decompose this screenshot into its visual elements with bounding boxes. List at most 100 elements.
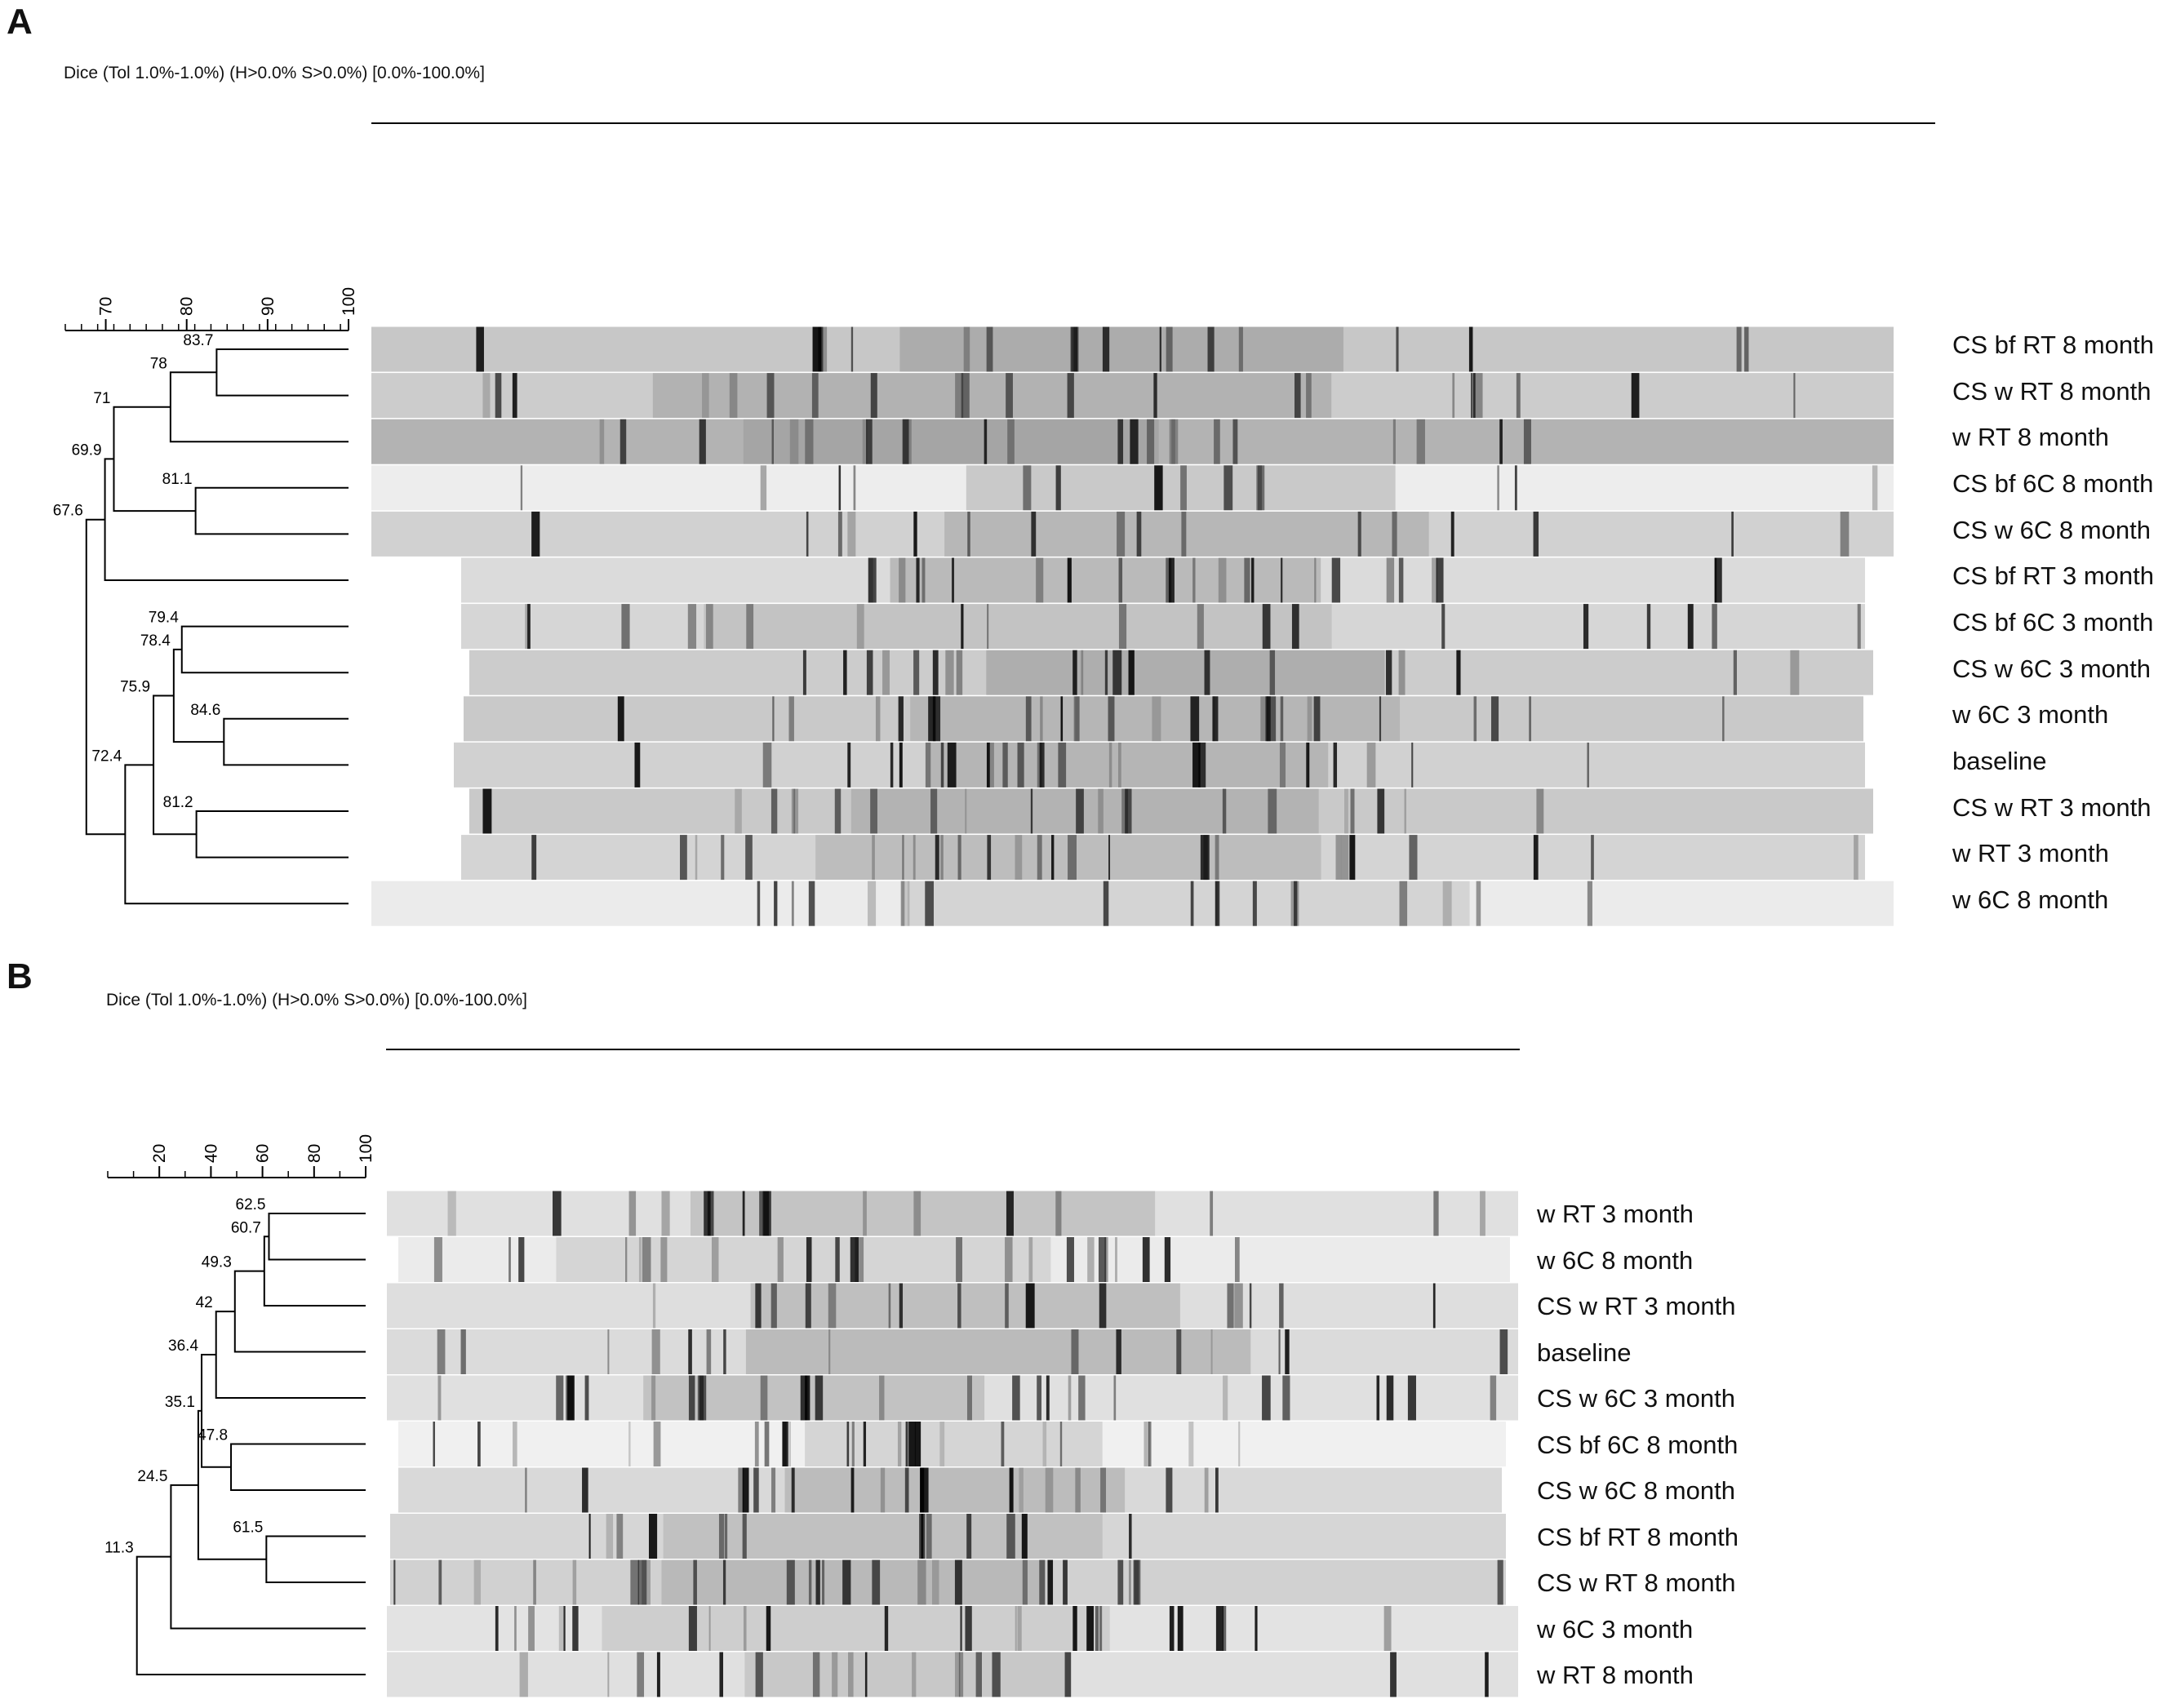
gel-band <box>513 1422 517 1466</box>
gel-band <box>1055 1191 1062 1236</box>
gel-band <box>1112 650 1122 695</box>
gel-band <box>855 1237 864 1282</box>
node-similarity-label: 78.4 <box>140 632 171 650</box>
gel-band <box>835 1237 840 1282</box>
gel-band <box>652 1283 656 1329</box>
gel-band <box>742 1191 745 1236</box>
gel-band <box>1379 696 1382 742</box>
gel-band <box>1294 881 1298 926</box>
gel-band <box>1204 1467 1209 1513</box>
gel-band <box>1714 557 1722 603</box>
gel-band <box>531 835 537 881</box>
gel-band <box>759 1191 764 1236</box>
gel-band <box>1291 604 1299 650</box>
gel-band <box>1278 1329 1281 1374</box>
gel-band <box>913 511 917 557</box>
lane-label: w 6C 8 month <box>1952 885 2109 914</box>
gel-band <box>1212 696 1219 742</box>
node-similarity-label: 62.5 <box>236 1196 266 1213</box>
gel-lane-background <box>464 696 1863 742</box>
lane-label: w 6C 3 month <box>1952 700 2109 729</box>
gel-smear <box>899 326 1343 372</box>
lane-label: CS w 6C 8 month <box>1952 516 2151 544</box>
gel-band <box>1452 373 1455 419</box>
gel-band <box>755 1652 763 1697</box>
panel-a-dendrogram: 83.7 78 81.1 71 69.9 79.4 84.6 78.4 81.2 75.9 72.4… <box>53 332 349 905</box>
gel-band <box>920 1467 925 1513</box>
gel-band <box>1583 604 1589 650</box>
gel-lane <box>398 1237 1510 1282</box>
gel-band <box>1181 511 1187 557</box>
gel-band <box>1073 326 1079 372</box>
dendrogram-branch <box>268 1213 366 1261</box>
gel-band <box>1366 742 1376 787</box>
gel-band <box>745 835 753 881</box>
gel-lane-background <box>387 1329 1518 1374</box>
gel-band <box>1249 1283 1252 1329</box>
gel-lane-background <box>398 1237 1510 1282</box>
lane-label: w 6C 3 month <box>1537 1615 1694 1644</box>
gel-band <box>986 326 993 372</box>
gel-smear <box>704 604 1332 650</box>
gel-band <box>1153 373 1157 419</box>
gel-band <box>1390 1652 1397 1697</box>
gel-band <box>1215 881 1218 926</box>
gel-band <box>956 650 963 695</box>
gel-band <box>800 1375 808 1421</box>
gel-band <box>916 557 920 603</box>
gel-band <box>777 1237 784 1282</box>
gel-band <box>897 1422 902 1466</box>
gel-band <box>735 788 742 834</box>
gel-band <box>1857 604 1861 650</box>
gel-band <box>900 881 905 926</box>
lane-label: CS w RT 3 month <box>1537 1292 1736 1320</box>
gel-band <box>704 1191 711 1236</box>
gel-band <box>791 788 796 834</box>
gel-band <box>1262 604 1271 650</box>
gel-lane-background <box>387 1283 1518 1329</box>
gel-band <box>1238 326 1243 372</box>
scale-tick-label: 100 <box>340 287 358 316</box>
gel-band <box>828 1283 837 1329</box>
gel-band <box>1377 788 1385 834</box>
gel-band <box>607 1652 610 1697</box>
gel-band <box>913 835 916 881</box>
gel-band <box>1070 326 1078 372</box>
gel-band <box>1046 1375 1050 1421</box>
gel-band <box>920 1467 929 1513</box>
gel-band <box>1002 742 1008 787</box>
gel-band <box>1281 557 1283 603</box>
gel-band <box>766 373 775 419</box>
gel-band <box>806 1237 812 1282</box>
gel-band <box>1349 835 1356 881</box>
lane-label: CS bf 6C 8 month <box>1952 469 2154 498</box>
lane-label: baseline <box>1952 747 2047 775</box>
gel-band <box>1076 788 1084 834</box>
gel-band <box>1386 650 1392 695</box>
gel-band <box>1148 1422 1152 1466</box>
gel-band <box>1103 881 1109 926</box>
gel-band <box>890 742 894 787</box>
gel-band <box>967 511 970 557</box>
gel-band <box>1416 419 1425 464</box>
gel-band <box>708 1606 711 1651</box>
gel-lane-background <box>469 650 1873 695</box>
gel-band <box>847 742 851 787</box>
gel-band <box>1472 373 1476 419</box>
gel-band <box>755 1283 762 1329</box>
node-similarity-label: 35.1 <box>165 1394 195 1411</box>
gel-band <box>1306 742 1310 787</box>
gel-band <box>1125 788 1132 834</box>
gel-lane <box>387 1652 1518 1697</box>
gel-band <box>1536 788 1544 834</box>
gel-band <box>743 1606 747 1651</box>
gel-smear <box>784 1467 1126 1513</box>
gel-band <box>1468 326 1473 372</box>
gel-band <box>1058 742 1067 787</box>
gel-band <box>760 1375 768 1421</box>
gel-band <box>1251 557 1255 603</box>
gel-band <box>815 1559 820 1605</box>
gel-band <box>634 742 641 787</box>
gel-band <box>1104 1237 1108 1282</box>
gel-smear <box>944 511 1429 557</box>
